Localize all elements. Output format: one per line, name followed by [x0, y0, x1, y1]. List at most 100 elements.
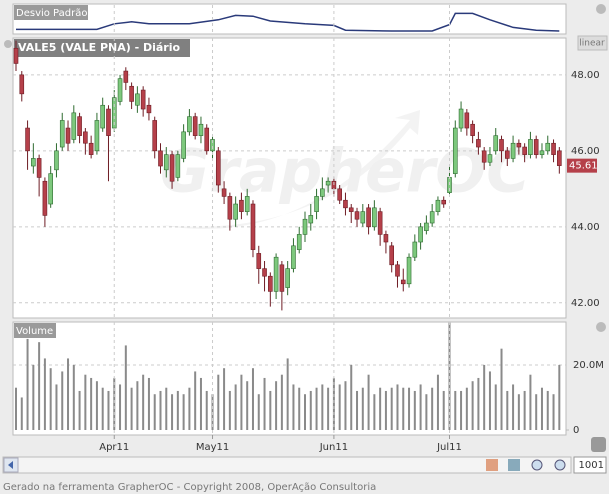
volume-bar [67, 358, 70, 430]
close-button[interactable] [596, 4, 606, 14]
candle-body [291, 245, 296, 269]
zoom-box[interactable] [573, 456, 607, 474]
volume-bar [130, 387, 133, 430]
volume-bar [529, 374, 532, 430]
candle-body [528, 139, 533, 155]
candle-body [83, 131, 88, 144]
scrollbar[interactable] [2, 456, 572, 474]
volume-bar [49, 368, 52, 430]
candle-body [452, 127, 458, 174]
scale-button[interactable] [577, 35, 608, 51]
volume-bar [390, 387, 393, 430]
volume-bar [194, 371, 197, 430]
scale-label[interactable]: linear [579, 39, 605, 49]
volume-bar [95, 381, 98, 430]
candle-body [504, 150, 510, 159]
candle-body [493, 135, 499, 152]
tool-button[interactable] [591, 437, 606, 452]
candle-body [152, 120, 158, 152]
candle-body [464, 112, 470, 129]
volume-bar [72, 364, 75, 430]
volume-title-bg [14, 323, 56, 338]
candle-body [244, 196, 250, 212]
candle-body [268, 275, 273, 292]
volume-bar [367, 374, 370, 430]
y-tick-label: 48.00 [571, 70, 600, 81]
volume-bar [315, 387, 318, 430]
volume-bar [182, 394, 185, 430]
candle-body [181, 131, 186, 159]
candle-body [314, 196, 319, 212]
close-button[interactable] [596, 322, 606, 332]
volume-bar [26, 338, 29, 430]
x-tick-label: May11 [196, 442, 229, 453]
footer: Gerado na ferramenta GrapherOC - Copyrig… [3, 482, 376, 493]
volume-bar [384, 390, 387, 430]
volume-bar [107, 390, 110, 430]
volume-bar [124, 345, 127, 430]
close-button[interactable] [4, 40, 12, 48]
std-panel [12, 3, 567, 35]
zoom-in[interactable] [554, 459, 566, 471]
volume-bar [338, 384, 341, 430]
candle-body [424, 222, 429, 231]
candle-body [545, 142, 551, 152]
tool-icon[interactable] [508, 459, 520, 471]
candle-body [233, 203, 238, 220]
std-title: Desvio Padrão [16, 8, 87, 19]
candle-body [522, 146, 527, 155]
volume-bar [304, 394, 306, 430]
volume-bar [454, 390, 457, 430]
volume-bar [321, 384, 324, 430]
candle-body [279, 264, 285, 292]
candle-body [302, 218, 308, 235]
std-title-bg [14, 5, 88, 20]
volume-bar [38, 342, 41, 430]
volume-bar [223, 368, 226, 430]
volume-bar [483, 364, 486, 430]
volume-bar [280, 374, 283, 430]
candle-body [88, 142, 94, 155]
candle-body [308, 215, 314, 224]
candle-body [13, 47, 19, 64]
candle-body [146, 104, 152, 114]
candle-body [129, 85, 134, 102]
volume-bar [419, 384, 422, 430]
y-tick-label: 42.00 [571, 298, 600, 309]
x-tick-label: Apr11 [99, 442, 129, 453]
scroll-arrow [8, 461, 13, 469]
candle-body [239, 199, 244, 212]
volume-bar [15, 387, 17, 430]
candle-body [262, 268, 267, 277]
volume-bar [344, 381, 347, 430]
volume-bar [379, 387, 382, 430]
volume-panel [12, 321, 567, 436]
y-tick-label: 44.00 [571, 222, 600, 233]
volume-bar [153, 394, 156, 430]
volume-bar [205, 390, 208, 430]
volume-bar [101, 387, 104, 430]
volume-bar [275, 381, 278, 430]
volume-bar [540, 387, 543, 430]
candle-body [377, 211, 383, 235]
candle-body [25, 127, 30, 152]
tool-icon[interactable] [486, 459, 498, 471]
zoom-value[interactable]: 1001 [579, 460, 604, 471]
close-buttons [4, 4, 606, 332]
volume-bar [332, 377, 335, 430]
volume-bar [84, 374, 87, 430]
volume-bar [142, 374, 145, 430]
candle-body [216, 150, 221, 186]
volume-bar [396, 384, 399, 430]
volume-bar [298, 387, 301, 430]
candle-body [175, 154, 181, 178]
volume-bar [442, 390, 445, 430]
zoom-out[interactable] [531, 459, 543, 471]
volume-bar [431, 387, 434, 430]
volume-bar [217, 374, 220, 430]
volume-bar [309, 390, 312, 430]
candle-body [441, 199, 447, 205]
volume-bar [361, 387, 364, 430]
volume-bar [402, 387, 405, 430]
